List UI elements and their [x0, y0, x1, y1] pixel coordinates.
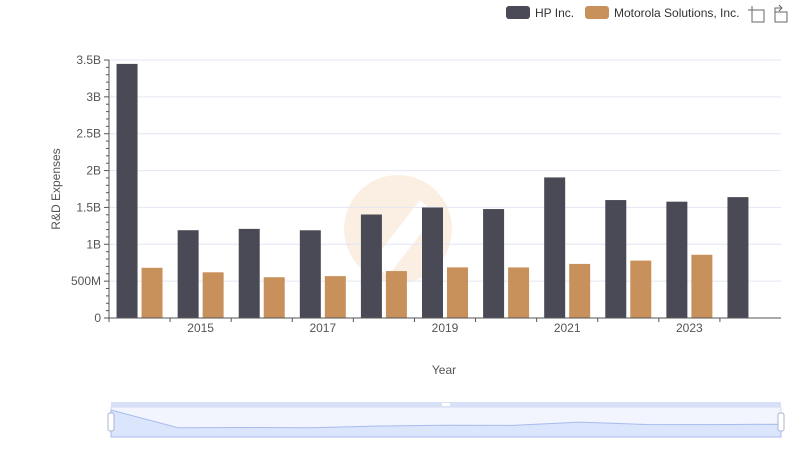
y-tick-label: 3B	[86, 90, 101, 104]
zoom-icon[interactable]	[748, 6, 765, 23]
zoom-handle-left[interactable]	[107, 412, 115, 432]
legend: HP Inc. Motorola Solutions, Inc.	[506, 6, 739, 20]
bar-motorola-2014[interactable]	[141, 267, 163, 318]
bar-hp-2014[interactable]	[116, 63, 138, 318]
bar-hp-2016[interactable]	[238, 228, 260, 318]
x-tick-label: 2019	[432, 321, 459, 335]
zoom-handle-right[interactable]	[777, 412, 785, 432]
y-tick-label: 2B	[86, 164, 101, 178]
x-tick-label: 2023	[676, 321, 703, 335]
bar-motorola-2015[interactable]	[202, 272, 224, 318]
bar-hp-2015[interactable]	[177, 230, 199, 318]
bar-motorola-2016[interactable]	[263, 277, 285, 318]
y-tick-label: 500M	[71, 274, 101, 288]
bar-motorola-2022[interactable]	[630, 260, 652, 318]
bar-hp-2018[interactable]	[360, 214, 382, 318]
legend-swatch-hp	[506, 6, 530, 19]
bar-motorola-2023[interactable]	[691, 254, 713, 318]
bar-hp-2022[interactable]	[605, 200, 627, 318]
bar-hp-2023[interactable]	[666, 201, 688, 318]
bar-hp-2020[interactable]	[483, 209, 505, 318]
y-tick-label: 0	[94, 311, 101, 325]
restore-icon[interactable]	[774, 4, 788, 23]
series-motorola-bars	[141, 254, 713, 318]
y-tick-label: 2.5B	[76, 127, 101, 141]
x-axis-title: Year	[432, 363, 456, 377]
bar-motorola-2020[interactable]	[508, 267, 530, 318]
bar-motorola-2021[interactable]	[569, 263, 591, 318]
legend-item-motorola[interactable]: Motorola Solutions, Inc.	[585, 6, 739, 20]
x-axis: 2015 2017 2019 2021 2023	[108, 317, 781, 335]
bar-hp-2021[interactable]	[544, 177, 566, 318]
zoom-grip[interactable]	[442, 403, 450, 406]
bar-motorola-2017[interactable]	[324, 276, 346, 318]
series-hp-bars	[116, 63, 749, 318]
x-tick-label: 2017	[309, 321, 336, 335]
y-tick-label: 1B	[86, 237, 101, 251]
data-zoom-slider[interactable]	[107, 402, 785, 438]
y-axis: 0 500M 1B 1.5B 2B 2.5B 3B 3.5B	[71, 53, 110, 325]
legend-label-hp: HP Inc.	[535, 6, 574, 20]
x-tick-label: 2021	[554, 321, 581, 335]
bar-hp-2024[interactable]	[727, 197, 749, 318]
bar-motorola-2018[interactable]	[385, 271, 407, 318]
y-tick-label: 1.5B	[76, 200, 101, 214]
legend-label-motorola: Motorola Solutions, Inc.	[614, 6, 739, 20]
y-tick-label: 3.5B	[76, 53, 101, 67]
bar-motorola-2019[interactable]	[447, 267, 468, 318]
bar-hp-2017[interactable]	[299, 230, 321, 318]
legend-swatch-motorola	[585, 6, 609, 19]
zoom-overview-area	[110, 409, 782, 438]
y-axis-title: R&D Expenses	[49, 148, 63, 229]
legend-item-hp[interactable]: HP Inc.	[506, 6, 574, 20]
x-tick-label: 2015	[187, 321, 214, 335]
bar-hp-2019[interactable]	[422, 207, 443, 318]
